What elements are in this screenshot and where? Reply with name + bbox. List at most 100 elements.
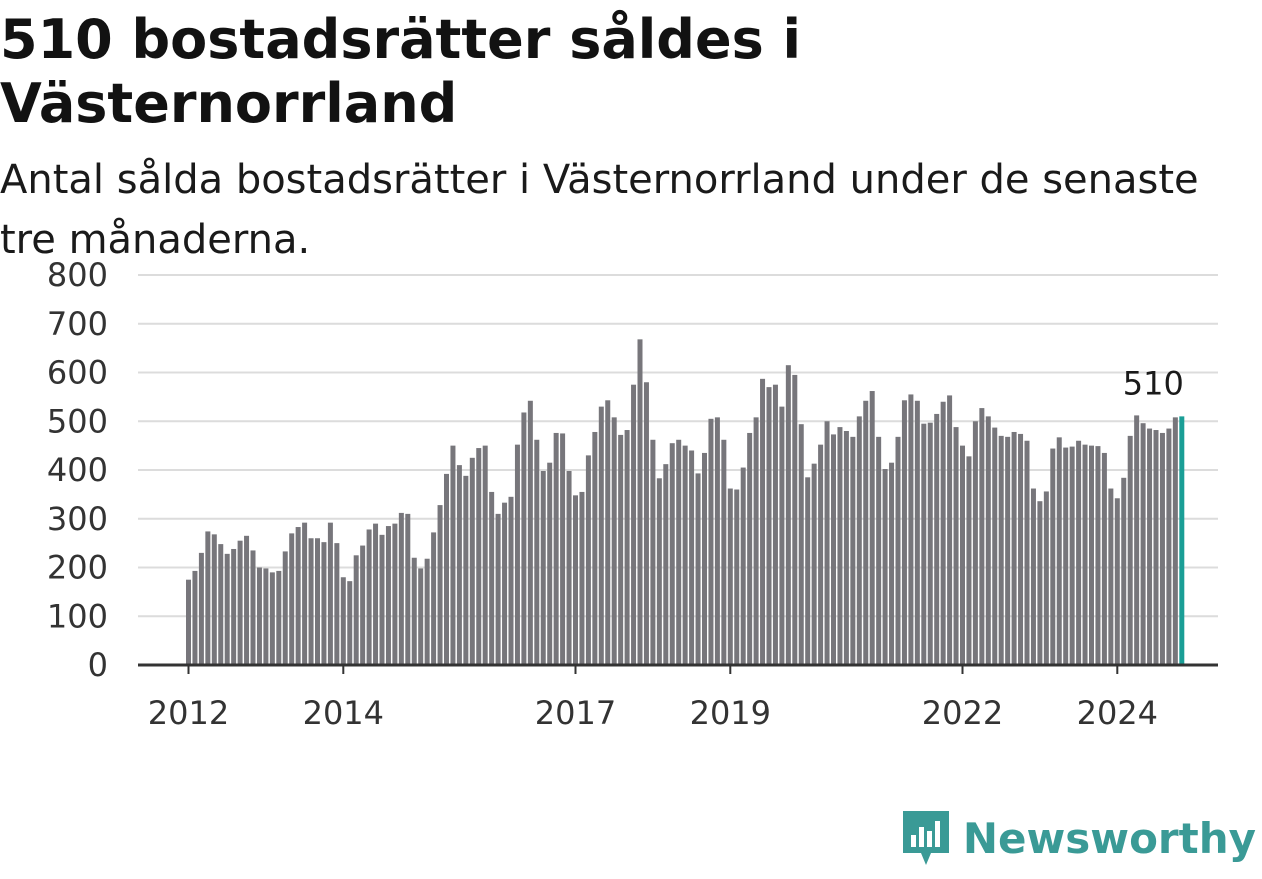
bar: [656, 478, 662, 665]
bar: [308, 538, 314, 665]
bar: [708, 418, 714, 665]
bar: [824, 421, 830, 665]
y-tick-label: 0: [88, 646, 108, 684]
bar: [1121, 477, 1127, 665]
bar: [347, 581, 353, 665]
bar: [424, 558, 430, 665]
bar: [315, 538, 320, 665]
y-tick-label: 700: [47, 305, 108, 343]
bar: [205, 531, 211, 665]
bar: [934, 413, 940, 665]
bar: [385, 526, 391, 665]
bar: [663, 464, 669, 665]
x-tick-label: 2019: [690, 694, 771, 732]
bar: [702, 452, 707, 665]
bar: [573, 495, 578, 665]
bar: [444, 473, 449, 665]
bar: [489, 491, 495, 665]
bar: [192, 570, 198, 665]
bar: [753, 417, 759, 665]
bar: [218, 544, 224, 665]
bar: [598, 406, 604, 665]
y-tick-label: 600: [47, 354, 108, 392]
bar: [914, 400, 920, 665]
bar: [895, 436, 901, 665]
bar: [463, 475, 469, 665]
data-labels: 510: [1123, 364, 1184, 402]
bar: [231, 548, 237, 665]
x-tick-label: 2014: [303, 694, 384, 732]
bar: [740, 467, 746, 665]
bar: [398, 512, 404, 665]
bars: [186, 339, 1185, 665]
bar: [321, 542, 327, 665]
bar: [411, 557, 417, 665]
bar: [379, 534, 385, 665]
bar: [456, 465, 462, 665]
bar: [631, 384, 637, 665]
bar: [366, 529, 372, 665]
chart-title: 510 bostadsrätter såldes i Västernorrlan…: [0, 8, 802, 135]
bar: [695, 473, 701, 665]
bar: [650, 439, 656, 665]
y-tick-label: 800: [47, 256, 108, 294]
bar: [1114, 498, 1120, 665]
bar: [1076, 440, 1082, 665]
bar: [269, 572, 275, 665]
y-tick-label: 200: [47, 549, 108, 587]
bar: [1108, 488, 1114, 665]
bar: [850, 436, 856, 665]
bar: [1147, 428, 1153, 665]
bar: [972, 421, 978, 665]
bar: [856, 416, 862, 665]
bar: [979, 408, 985, 665]
bar: [805, 477, 811, 665]
bar: [798, 424, 804, 665]
bar: [772, 384, 778, 665]
bar: [643, 382, 649, 665]
bar: [502, 502, 508, 665]
y-tick-label: 100: [47, 597, 108, 635]
bar: [1082, 444, 1088, 665]
bar: [327, 522, 333, 665]
x-tick-label: 2022: [922, 694, 1003, 732]
bar: [579, 491, 585, 665]
bar: [250, 550, 256, 665]
bar: [689, 450, 695, 665]
bar: [1030, 488, 1036, 665]
bar: [831, 434, 836, 665]
bar: [947, 395, 953, 665]
y-tick-label: 500: [47, 402, 108, 440]
bar: [237, 540, 243, 665]
bar: [437, 505, 443, 665]
bar: [921, 423, 927, 665]
bar: [256, 567, 262, 665]
bar: [495, 513, 501, 665]
bar: [360, 545, 366, 665]
bar: [244, 535, 250, 665]
newsworthy-logo-text: Newsworthy: [962, 813, 1256, 863]
bar: [295, 527, 301, 665]
bar: [186, 579, 191, 665]
bar: [766, 387, 772, 665]
bar: [1037, 501, 1043, 665]
bar: [263, 568, 269, 665]
bar: [998, 435, 1004, 665]
bar: [811, 463, 817, 665]
bar: [940, 401, 946, 665]
bar: [1050, 448, 1056, 665]
bar: [792, 374, 798, 665]
bar: [605, 400, 611, 665]
bar: [760, 378, 766, 665]
x-tick-label: 2024: [1077, 694, 1158, 732]
bar: [863, 400, 869, 665]
bar: [1134, 415, 1140, 665]
bar: [901, 400, 907, 665]
bar: [960, 445, 965, 665]
bar: [514, 444, 520, 665]
bar: [450, 445, 456, 665]
bar: [669, 443, 675, 665]
bar: [289, 533, 295, 665]
bar: [547, 462, 553, 665]
